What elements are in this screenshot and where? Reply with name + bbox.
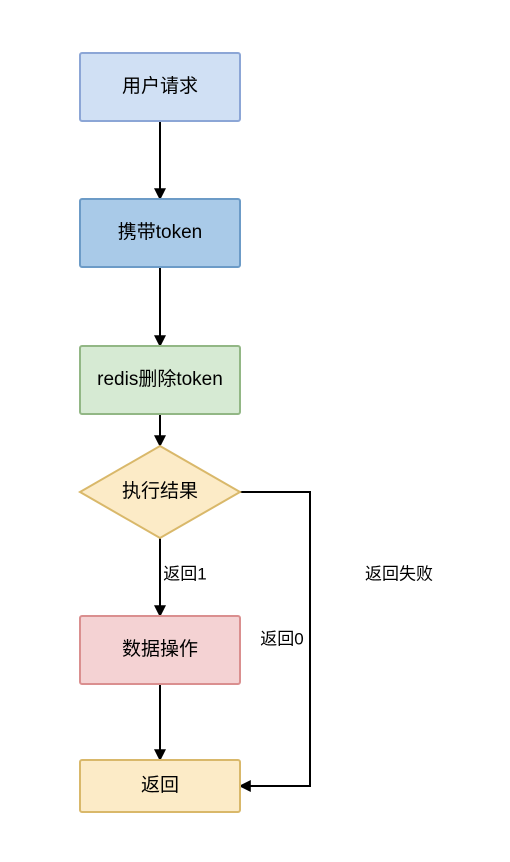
node-label-n2: 携带token — [118, 221, 202, 243]
node-label-n3: redis删除token — [97, 368, 223, 390]
annotation-fail: 返回失败 — [365, 564, 433, 583]
node-label-n4: 执行结果 — [122, 480, 198, 502]
node-label-n1: 用户请求 — [122, 75, 198, 97]
node-n4: 执行结果 — [80, 446, 240, 538]
edge-label-e6: 返回0 — [260, 629, 303, 648]
node-label-n5: 数据操作 — [122, 638, 198, 660]
node-n2: 携带token — [80, 199, 240, 267]
node-n6: 返回 — [80, 760, 240, 812]
edge-label-e4: 返回1 — [163, 564, 206, 583]
node-n5: 数据操作 — [80, 616, 240, 684]
node-n1: 用户请求 — [80, 53, 240, 121]
node-n3: redis删除token — [80, 346, 240, 414]
node-label-n6: 返回 — [141, 774, 179, 796]
